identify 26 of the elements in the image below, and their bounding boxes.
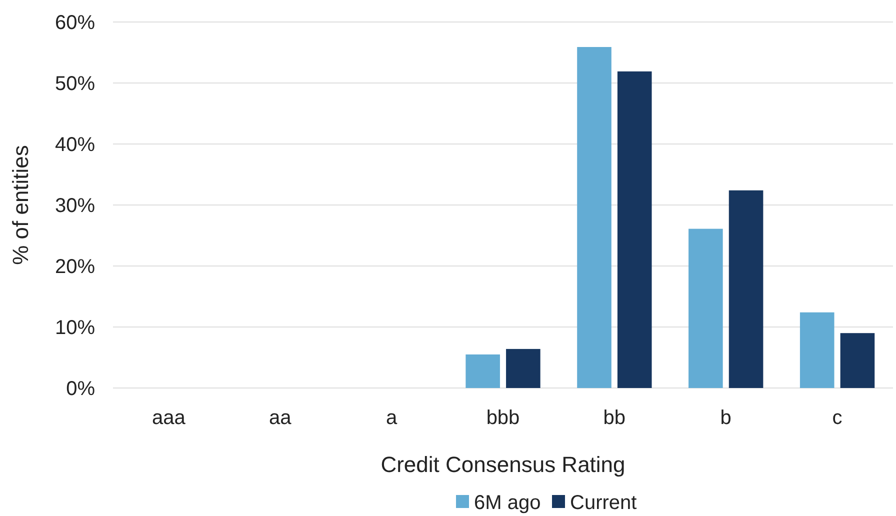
bar <box>617 71 652 388</box>
y-tick-label: 0% <box>66 378 96 400</box>
x-tick-label: bb <box>603 407 626 429</box>
bar <box>506 348 540 388</box>
bar <box>688 228 723 388</box>
y-tick-label: 50% <box>54 73 96 95</box>
x-tick-label: c <box>832 407 842 429</box>
x-tick-label: a <box>386 407 398 429</box>
y-tick-label: 60% <box>54 12 96 34</box>
y-axis-title: % of entities <box>8 145 33 265</box>
x-tick-label: bbb <box>486 407 520 429</box>
legend-label: 6M ago <box>474 492 541 514</box>
y-tick-label: 10% <box>54 317 96 339</box>
x-tick-label: aa <box>269 407 292 429</box>
bar <box>800 312 834 388</box>
legend-label: Current <box>570 492 638 514</box>
bar <box>466 354 500 388</box>
bar <box>840 333 875 388</box>
y-tick-label: 40% <box>54 134 96 156</box>
x-tick-label: b <box>720 407 732 429</box>
y-tick-label: 20% <box>54 256 96 278</box>
x-tick-label: aaa <box>152 407 186 429</box>
x-axis-title: Credit Consensus Rating <box>380 452 626 477</box>
y-tick-label: 30% <box>54 195 96 217</box>
bar <box>728 190 764 388</box>
bar <box>577 47 612 388</box>
